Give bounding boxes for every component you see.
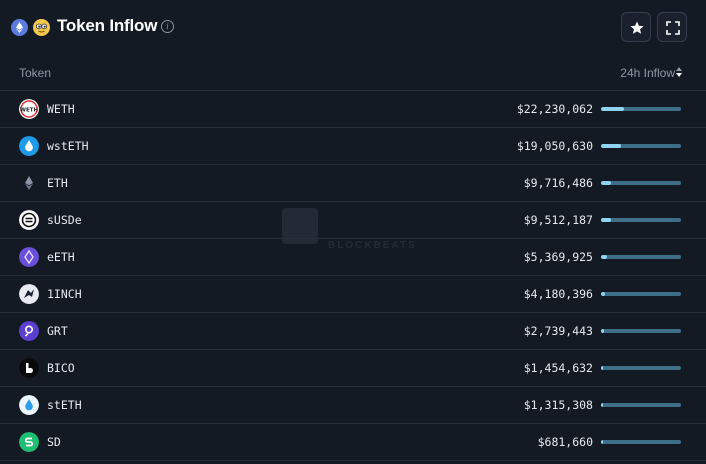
- inflow-bar-fill: [601, 329, 604, 333]
- bico-icon: [19, 358, 39, 378]
- panel-header: Token Inflow i: [0, 0, 706, 54]
- mascot-icon: [33, 19, 50, 36]
- token-name: eETH: [47, 250, 75, 264]
- table-row[interactable]: eETH $5,369,925: [0, 239, 706, 276]
- table-row[interactable]: wstETH $19,050,630: [0, 128, 706, 165]
- inflow-bar-fill: [601, 366, 603, 370]
- token-name: BICO: [47, 361, 75, 375]
- eth-icon: [19, 173, 39, 193]
- inflow-value: $19,050,630: [516, 139, 593, 153]
- inflow-value: $2,739,443: [523, 324, 593, 338]
- weth-icon: WETH: [19, 99, 39, 119]
- fullscreen-button[interactable]: [657, 12, 687, 42]
- inflow-bar: [601, 329, 681, 333]
- inflow-bar-fill: [601, 292, 605, 296]
- token-name: sUSDe: [47, 213, 82, 227]
- 1inch-icon: [19, 284, 39, 304]
- inflow-value: $9,512,187: [523, 213, 593, 227]
- column-header-token[interactable]: Token: [19, 66, 52, 80]
- table-row[interactable]: SD $681,660: [0, 424, 706, 461]
- inflow-bar: [601, 107, 681, 111]
- token-name: wstETH: [47, 139, 89, 153]
- star-icon: [630, 21, 644, 34]
- inflow-bar-fill: [601, 440, 603, 444]
- table-row[interactable]: 1INCH $4,180,396: [0, 276, 706, 313]
- table-header: Token 24h Inflow: [0, 54, 706, 91]
- inflow-bar-fill: [601, 181, 611, 185]
- inflow-value: $9,716,486: [523, 176, 593, 190]
- table-row[interactable]: ETH $9,716,486: [0, 165, 706, 202]
- page-title: Token Inflow: [57, 16, 158, 35]
- inflow-bar: [601, 181, 681, 185]
- token-name: GRT: [47, 324, 68, 338]
- inflow-bar: [601, 255, 681, 259]
- svg-text:WETH: WETH: [20, 108, 39, 114]
- sd-icon: [19, 432, 39, 452]
- table-row[interactable]: sUSDe $9,512,187: [0, 202, 706, 239]
- info-icon[interactable]: i: [161, 20, 174, 33]
- inflow-value: $1,454,632: [523, 361, 593, 375]
- table-row[interactable]: GRT $2,739,443: [0, 313, 706, 350]
- column-header-inflow[interactable]: 24h Inflow: [620, 66, 675, 80]
- favorite-button[interactable]: [621, 12, 651, 42]
- inflow-bar: [601, 144, 681, 148]
- inflow-bar: [601, 292, 681, 296]
- wsteth-icon: [19, 136, 39, 156]
- inflow-bar-fill: [601, 107, 624, 111]
- inflow-value: $22,230,062: [516, 102, 593, 116]
- expand-icon: [666, 21, 680, 35]
- token-list: WETH WETH $22,230,062 wstETH $19,050,630: [0, 91, 706, 461]
- table-row[interactable]: BICO $1,454,632: [0, 350, 706, 387]
- sort-icon[interactable]: [676, 67, 682, 77]
- inflow-bar-fill: [601, 403, 603, 407]
- inflow-bar: [601, 403, 681, 407]
- grt-icon: [19, 321, 39, 341]
- table-row[interactable]: WETH WETH $22,230,062: [0, 91, 706, 128]
- inflow-value: $681,660: [537, 435, 593, 449]
- token-name: 1INCH: [47, 287, 82, 301]
- inflow-bar: [601, 218, 681, 222]
- inflow-bar: [601, 366, 681, 370]
- inflow-value: $4,180,396: [523, 287, 593, 301]
- token-name: WETH: [47, 102, 75, 116]
- token-name: stETH: [47, 398, 82, 412]
- inflow-value: $1,315,308: [523, 398, 593, 412]
- inflow-bar: [601, 440, 681, 444]
- ethereum-icon: [11, 19, 28, 36]
- eeth-icon: [19, 247, 39, 267]
- steth-icon: [19, 395, 39, 415]
- token-name: ETH: [47, 176, 68, 190]
- token-name: SD: [47, 435, 61, 449]
- table-row[interactable]: stETH $1,315,308: [0, 387, 706, 424]
- inflow-bar-fill: [601, 255, 607, 259]
- susde-icon: [19, 210, 39, 230]
- inflow-bar-fill: [601, 144, 621, 148]
- inflow-bar-fill: [601, 218, 611, 222]
- inflow-value: $5,369,925: [523, 250, 593, 264]
